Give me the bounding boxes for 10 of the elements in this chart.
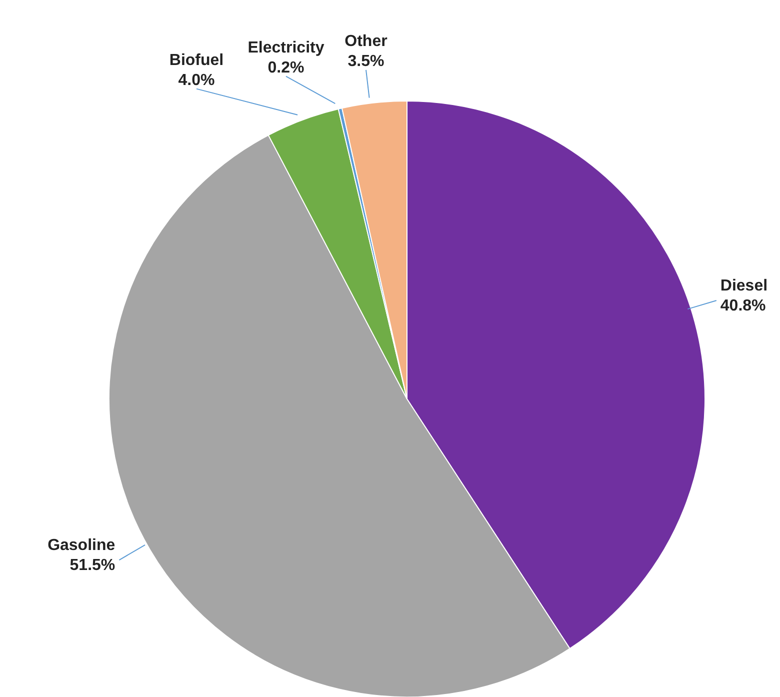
- slice-label: Gasoline: [48, 537, 116, 554]
- slice-label: Other: [344, 32, 388, 50]
- data-label: 4.0%: [178, 72, 215, 89]
- data-label: 40.8%: [720, 298, 766, 315]
- slice-label: Electricity: [248, 39, 324, 56]
- data-label: 3.5%: [348, 52, 384, 70]
- slice-label: Diesel: [720, 278, 768, 295]
- slice-label: Biofuel: [169, 52, 224, 69]
- data-label: 51.5%: [70, 557, 116, 574]
- data-label: 0.2%: [268, 59, 304, 76]
